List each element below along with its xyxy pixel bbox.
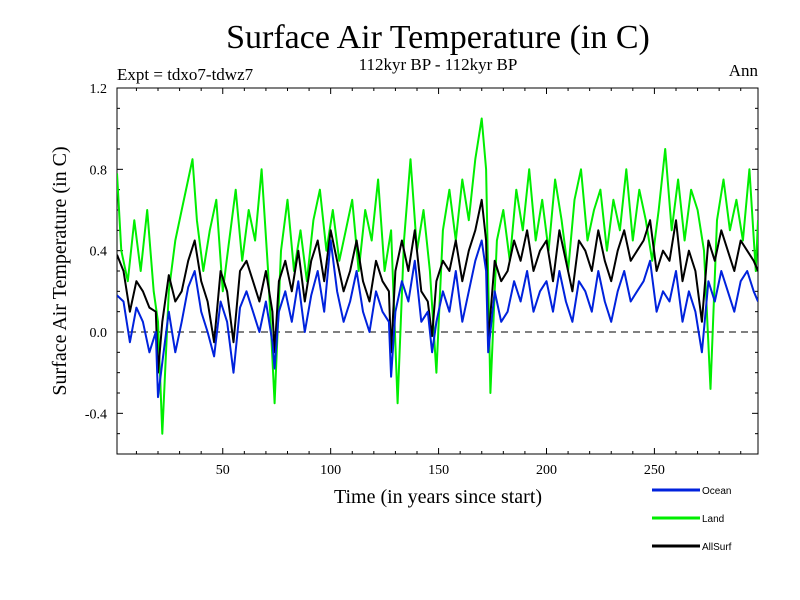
series-line-land xyxy=(117,117,758,435)
series-line-ocean xyxy=(117,239,758,399)
y-tick-label: 0.0 xyxy=(90,326,108,341)
legend-label-ocean: Ocean xyxy=(702,486,731,497)
y-axis-label: Surface Air Temperature (in C) xyxy=(49,146,71,395)
season-label: Ann xyxy=(729,61,759,80)
x-tick-label: 100 xyxy=(320,463,341,478)
legend-label-allsurf: AllSurf xyxy=(702,542,732,553)
x-axis-label: Time (in years since start) xyxy=(334,486,542,508)
x-tick-label: 50 xyxy=(216,463,230,478)
chart-title: Surface Air Temperature (in C) xyxy=(226,19,650,56)
legend: Ocean Land AllSurf xyxy=(652,486,732,553)
x-tick-label: 150 xyxy=(428,463,449,478)
experiment-label: Expt = tdxo7-tdwz7 xyxy=(117,65,254,84)
y-tick-label: -0.4 xyxy=(85,407,107,422)
legend-label-land: Land xyxy=(702,514,724,525)
y-tick-label: 0.8 xyxy=(90,163,108,178)
plot-area: -0.4 0.0 0.4 0.8 1.2 50 100 150 200 250 xyxy=(85,82,759,478)
series-line-allsurf xyxy=(117,198,758,374)
y-tick-label: 1.2 xyxy=(90,82,108,97)
chart-subtitle: 112kyr BP - 112kyr BP xyxy=(359,55,518,74)
y-tick-label: 0.4 xyxy=(90,245,108,260)
x-tick-label: 250 xyxy=(644,463,665,478)
x-tick-label: 200 xyxy=(536,463,557,478)
plot-frame xyxy=(116,87,759,455)
